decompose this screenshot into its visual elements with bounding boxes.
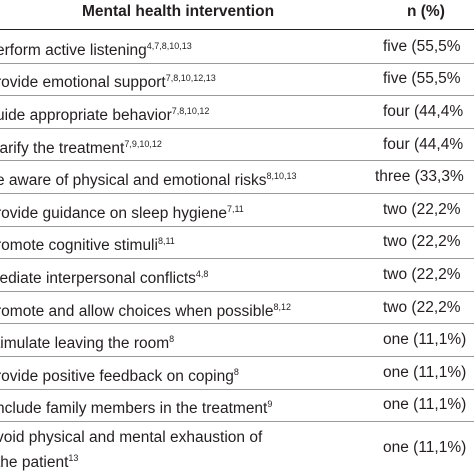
- row-rule: [0, 62, 474, 64]
- intervention-text: romote and allow choices when possible8,…: [0, 297, 291, 322]
- intervention-text: the patient13: [0, 448, 262, 473]
- intervention-cell: void physical and mental exhaustion of th…: [0, 427, 262, 473]
- reference-superscript: 8,11: [157, 236, 175, 247]
- count-cell: two (22,2%: [383, 298, 461, 316]
- intervention-text-line: uide appropriate behavior: [0, 107, 172, 124]
- count-cell: one (11,1%): [383, 439, 467, 457]
- intervention-cell: rovide emotional support7,8,10,12,13: [0, 68, 216, 93]
- column-header: Mental health intervention: [82, 3, 275, 20]
- intervention-text-line: rovide emotional support: [0, 74, 166, 92]
- intervention-text: void physical and mental exhaustion of: [0, 427, 262, 448]
- row-rule: [0, 193, 474, 194]
- count-cell: one (11,1%): [383, 363, 467, 381]
- count-cell: four (44,4%: [383, 103, 464, 120]
- intervention-cell: larify the treatment7,9,10,12: [0, 134, 162, 159]
- intervention-text: rovide guidance on sleep hygiene7,11: [0, 199, 244, 224]
- intervention-text: erform active listening4,7,8,10,13: [0, 36, 192, 61]
- intervention-text-line: lediate interpersonal conflicts: [0, 270, 196, 287]
- intervention-text-line: erform active listening: [0, 41, 147, 59]
- reference-superscript: 9: [267, 399, 273, 410]
- count-cell: one (11,1%): [383, 331, 467, 349]
- count-cell: five (55,5%: [383, 70, 461, 88]
- count-cell: three (33,3%: [375, 168, 464, 186]
- intervention-text-line: romote cognitive stimuli: [0, 237, 158, 255]
- intervention-cell: romote cognitive stimuli8,11: [0, 231, 175, 256]
- intervention-text-line: void physical and mental exhaustion of: [0, 428, 263, 446]
- intervention-text: nclude family members in the treatment9: [0, 394, 272, 419]
- row-rule: [0, 225, 474, 227]
- row-rule: [0, 388, 474, 390]
- row-rule: [0, 421, 474, 423]
- intervention-cell: uide appropriate behavior7,8,10,12: [0, 101, 209, 126]
- reference-superscript: 4,7,8,10,13: [146, 40, 192, 51]
- row-rule: [0, 258, 474, 260]
- count-cell: two (22,2%: [383, 266, 461, 283]
- intervention-text: rovide emotional support7,8,10,12,13: [0, 68, 216, 93]
- count-cell: one (11,1%): [383, 396, 467, 414]
- row-rule: [0, 127, 474, 129]
- intervention-text-line: romote and allow choices when possible: [0, 302, 274, 320]
- reference-superscript: 7,9,10,12: [124, 138, 162, 149]
- row-rule: [0, 356, 474, 357]
- count-cell: two (22,2%: [383, 200, 461, 218]
- intervention-text-line: rovide positive feedback on coping: [0, 367, 234, 385]
- intervention-text: e aware of physical and emotional risks8…: [0, 166, 297, 191]
- intervention-cell: rovide guidance on sleep hygiene7,11: [0, 199, 244, 224]
- intervention-text-line: rovide guidance on sleep hygiene: [0, 204, 227, 222]
- row-rule: [0, 323, 474, 325]
- intervention-text-line: the patient: [0, 453, 69, 471]
- count-cell: five (55,5%: [383, 37, 461, 55]
- intervention-text-line: nclude family members in the treatment: [0, 400, 268, 418]
- intervention-cell: rovide positive feedback on coping8: [0, 362, 239, 387]
- row-rule: [0, 290, 474, 292]
- count-cell: two (22,2%: [383, 233, 461, 251]
- reference-superscript: 7,11: [226, 203, 244, 214]
- reference-superscript: 4,8: [195, 269, 209, 279]
- header-rule: [0, 29, 474, 30]
- intervention-cell: romote and allow choices when possible8,…: [0, 297, 291, 322]
- reference-superscript: 8,12: [273, 301, 291, 312]
- row-rule: [0, 95, 474, 97]
- intervention-cell: timulate leaving the room8: [0, 329, 174, 354]
- reference-superscript: 8,10,13: [266, 171, 297, 182]
- reference-superscript: 8: [169, 334, 175, 345]
- count-cell: four (44,4%: [383, 135, 464, 153]
- intervention-cell: e aware of physical and emotional risks8…: [0, 166, 297, 191]
- intervention-cell: nclude family members in the treatment9: [0, 394, 272, 419]
- reference-superscript: 8: [233, 366, 239, 377]
- reference-superscript: 13: [68, 452, 79, 463]
- intervention-text: rovide positive feedback on coping8: [0, 362, 239, 387]
- intervention-cell: lediate interpersonal conflicts4,8: [0, 264, 208, 289]
- intervention-text: uide appropriate behavior7,8,10,12: [0, 101, 209, 126]
- intervention-text-line: timulate leaving the room: [0, 335, 170, 353]
- intervention-text: larify the treatment7,9,10,12: [0, 134, 162, 159]
- intervention-text: timulate leaving the room8: [0, 329, 174, 354]
- intervention-text-line: larify the treatment: [0, 139, 125, 157]
- intervention-text: lediate interpersonal conflicts4,8: [0, 264, 208, 289]
- intervention-cell: erform active listening4,7,8,10,13: [0, 36, 192, 61]
- row-rule: [0, 160, 474, 162]
- reference-superscript: 7,8,10,12: [171, 106, 210, 116]
- intervention-text-line: e aware of physical and emotional risks: [0, 172, 267, 190]
- intervention-text: romote cognitive stimuli8,11: [0, 231, 175, 256]
- reference-superscript: 7,8,10,12,13: [165, 73, 216, 84]
- column-header: n (%): [407, 3, 445, 20]
